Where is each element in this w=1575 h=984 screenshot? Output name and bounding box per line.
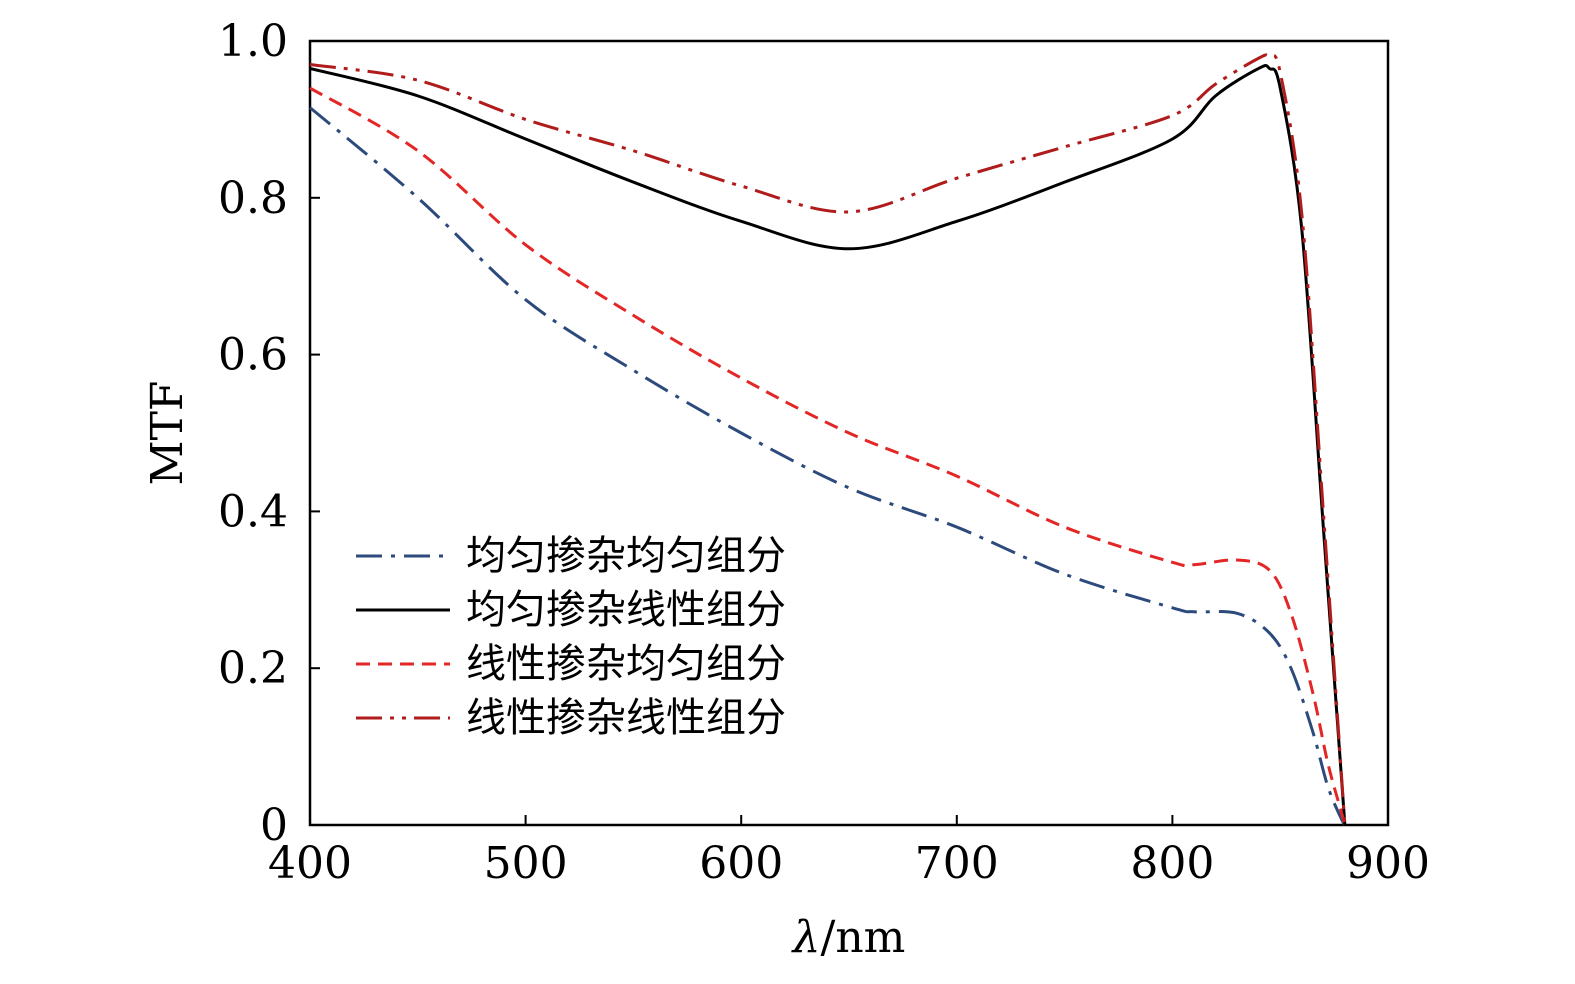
y-axis-ticks: 0 0.2 0.4 0.6 0.8 1.0 [218,16,320,851]
x-axis-unit: /nm [821,912,906,963]
legend-label-2: 均匀掺杂线性组分 [466,587,786,633]
series-line-3 [309,86,1347,826]
x-axis-symbol: λ [791,912,821,963]
x-tick-label: 600 [699,838,783,889]
y-tick-label: 0.8 [218,173,288,224]
y-tick-label: 0.2 [218,643,288,694]
y-axis-label: MTF [142,381,193,486]
plot-frame [308,39,1390,827]
x-tick-label: 400 [268,838,352,889]
y-tick-label: 0 [260,800,288,851]
x-tick-label: 800 [1130,838,1214,889]
y-tick-label: 0.4 [218,486,288,537]
legend-label-4: 线性掺杂线性组分 [466,695,786,741]
legend-label-3: 线性掺杂均匀组分 [466,641,786,687]
x-tick-label: 700 [915,838,999,889]
x-tick-label: 900 [1346,838,1430,889]
y-tick-label: 1.0 [218,16,288,67]
series-group [309,53,1347,826]
x-axis-ticks: 400 500 600 700 800 900 [268,815,1430,889]
series-line-1 [309,106,1347,826]
x-tick-label: 500 [484,838,568,889]
x-axis-label: λ/nm [791,912,906,963]
y-tick-label: 0.6 [218,330,288,381]
legend-label-1: 均匀掺杂均匀组分 [466,533,786,579]
